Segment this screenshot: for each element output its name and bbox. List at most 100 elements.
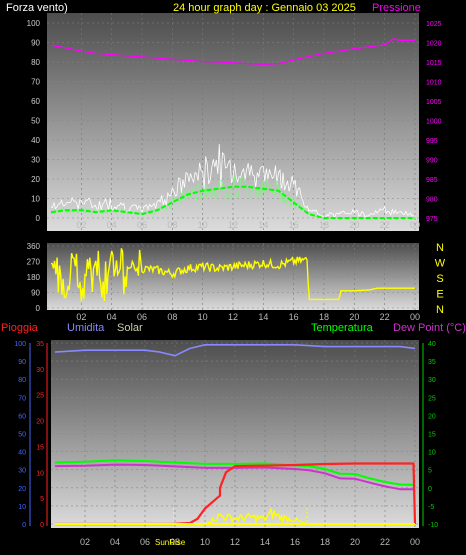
wind-x-tick-label: 22: [380, 220, 390, 230]
direction-x-tick-label: 00: [410, 312, 420, 322]
temperature-x-tick-label: 00: [410, 537, 420, 547]
rain-y-tick-label: 0: [40, 522, 44, 529]
temperature-y-tick-label: 40: [428, 341, 436, 348]
wind-x-tick-label: 00: [410, 220, 420, 230]
wind-x-tick-label: 06: [137, 220, 147, 230]
pressure-line: [50, 37, 416, 65]
humidity-y-tick-label: 90: [18, 359, 26, 366]
temperature-x-tick-label: 22: [380, 537, 390, 547]
pressure-y-tick-label: 1025: [426, 21, 442, 28]
wind-direction-line: [50, 248, 415, 302]
humidity-y-tick-label: 60: [18, 413, 26, 420]
temperature-x-tick-label: 12: [230, 537, 240, 547]
temperature-x-tick-label: 06: [140, 537, 150, 547]
wind-y-tick-label: 90: [31, 39, 40, 48]
wind-ticks: 1009080706050403020100102510201015101010…: [27, 19, 442, 223]
pressure-y-tick-label: 995: [426, 138, 438, 145]
wind-direction-panel: 02 04 06 08 10 12 14 16 18 20 22 00 360270180900NWS…: [27, 242, 446, 322]
direction-y-tick-label: 180: [27, 273, 41, 282]
temperature-plot-area: [51, 340, 419, 528]
rain-y-tick-label: 25: [36, 393, 44, 400]
temperature-x-tick-label: 10: [200, 537, 210, 547]
temperature-axis-label: Temperatura: [311, 322, 374, 334]
direction-x-tick-label: 02: [76, 312, 86, 322]
direction-x-tick-label: 16: [289, 312, 299, 322]
pressure-y-tick-label: 1005: [426, 99, 442, 106]
pressure-y-tick-label: 1010: [426, 80, 442, 87]
temperature-x-tick-label: 18: [320, 537, 330, 547]
direction-y-tick-label: 360: [27, 242, 41, 251]
temperature-y-tick-label: -5: [428, 504, 434, 511]
humidity-line: [54, 344, 416, 357]
sunrise-label: SunRise: [155, 538, 186, 547]
dewpoint-line: [54, 463, 415, 491]
direction-x-tick-label: 04: [107, 312, 117, 322]
wind-series: [50, 37, 416, 219]
humidity-y-tick-label: 80: [18, 377, 26, 384]
humidity-y-tick-label: 40: [18, 450, 26, 457]
humidity-y-tick-label: 20: [18, 486, 26, 493]
temperature-x-tick-label: 14: [260, 537, 270, 547]
wind-gust-line: [50, 144, 414, 219]
direction-x-tick-label: 10: [198, 312, 208, 322]
humidity-axis-label: Umidita: [67, 322, 105, 334]
wind-y-tick-label: 70: [31, 78, 40, 87]
wind-x-tick-label: 04: [107, 220, 117, 230]
temperature-y-tick-label: -10: [428, 522, 438, 529]
pressure-axis-label: Pressione: [372, 2, 421, 14]
wind-y-tick-label: 80: [31, 58, 40, 67]
temperature-y-tick-label: 5: [428, 468, 432, 475]
temperature-y-tick-label: 30: [428, 377, 436, 384]
rain-y-tick-label: 15: [36, 444, 44, 451]
wind-y-tick-label: 30: [31, 156, 40, 165]
direction-x-tick-label: 18: [319, 312, 329, 322]
pressure-y-tick-label: 990: [426, 158, 438, 165]
temperature-x-tick-label: 04: [110, 537, 120, 547]
direction-x-tick-label: 08: [167, 312, 177, 322]
compass-label: S: [436, 273, 443, 285]
humidity-y-tick-label: 50: [18, 432, 26, 439]
humidity-y-tick-label: 10: [18, 504, 26, 511]
direction-grid: 02 04 06 08 10 12 14 16 18 20 22 00: [47, 243, 420, 322]
solar-line: [204, 506, 308, 525]
temperature-y-tick-label: 15: [428, 432, 436, 439]
graph-title: 24 hour graph day : Gennaio 03 2025: [173, 2, 356, 14]
wind-y-tick-label: 50: [31, 117, 40, 126]
wind-average-line: [50, 185, 415, 219]
direction-x-tick-label: 20: [349, 312, 359, 322]
temperature-y-tick-label: 20: [428, 413, 436, 420]
direction-series: [50, 248, 415, 302]
temperature-panel: Pioggia Umidita Solar Temperatura Dew Po…: [1, 322, 466, 547]
dewpoint-axis-label: Dew Point (°C): [393, 322, 466, 334]
compass-label: N: [436, 242, 444, 254]
rain-axis-label: Pioggia: [1, 322, 39, 334]
wind-x-tick-label: 14: [258, 220, 268, 230]
wind-y-tick-label: 20: [31, 175, 40, 184]
rain-y-tick-label: 5: [40, 496, 44, 503]
wind-y-tick-label: 40: [31, 136, 40, 145]
wind-y-tick-label: 10: [31, 195, 40, 204]
humidity-y-tick-label: 0: [22, 522, 26, 529]
wind-x-tick-label: 12: [228, 220, 238, 230]
rain-y-tick-label: 10: [36, 470, 44, 477]
temperature-y-tick-label: 10: [428, 450, 436, 457]
humidity-y-tick-label: 100: [14, 341, 26, 348]
compass-label: W: [435, 258, 446, 270]
temperature-y-tick-label: 35: [428, 359, 436, 366]
compass-label: E: [436, 289, 443, 301]
direction-x-tick-label: 06: [137, 312, 147, 322]
humidity-y-tick-label: 30: [18, 468, 26, 475]
wind-axis-label: Forza vento): [6, 2, 68, 14]
direction-y-tick-label: 270: [27, 258, 41, 267]
pressure-y-tick-label: 1000: [426, 119, 442, 126]
pressure-y-tick-label: 1020: [426, 41, 442, 48]
temperature-x-tick-label: 16: [290, 537, 300, 547]
wind-pressure-panel: 02 04 06 08 10 12 14 16 18 20 22 00 100908070605040…: [6, 2, 442, 231]
temperature-series: [54, 344, 417, 526]
humidity-y-tick-label: 70: [18, 395, 26, 402]
pressure-y-tick-label: 975: [426, 216, 438, 223]
direction-y-tick-label: 90: [31, 289, 40, 298]
rain-y-tick-label: 20: [36, 419, 44, 426]
wind-x-tick-label: 18: [319, 220, 329, 230]
